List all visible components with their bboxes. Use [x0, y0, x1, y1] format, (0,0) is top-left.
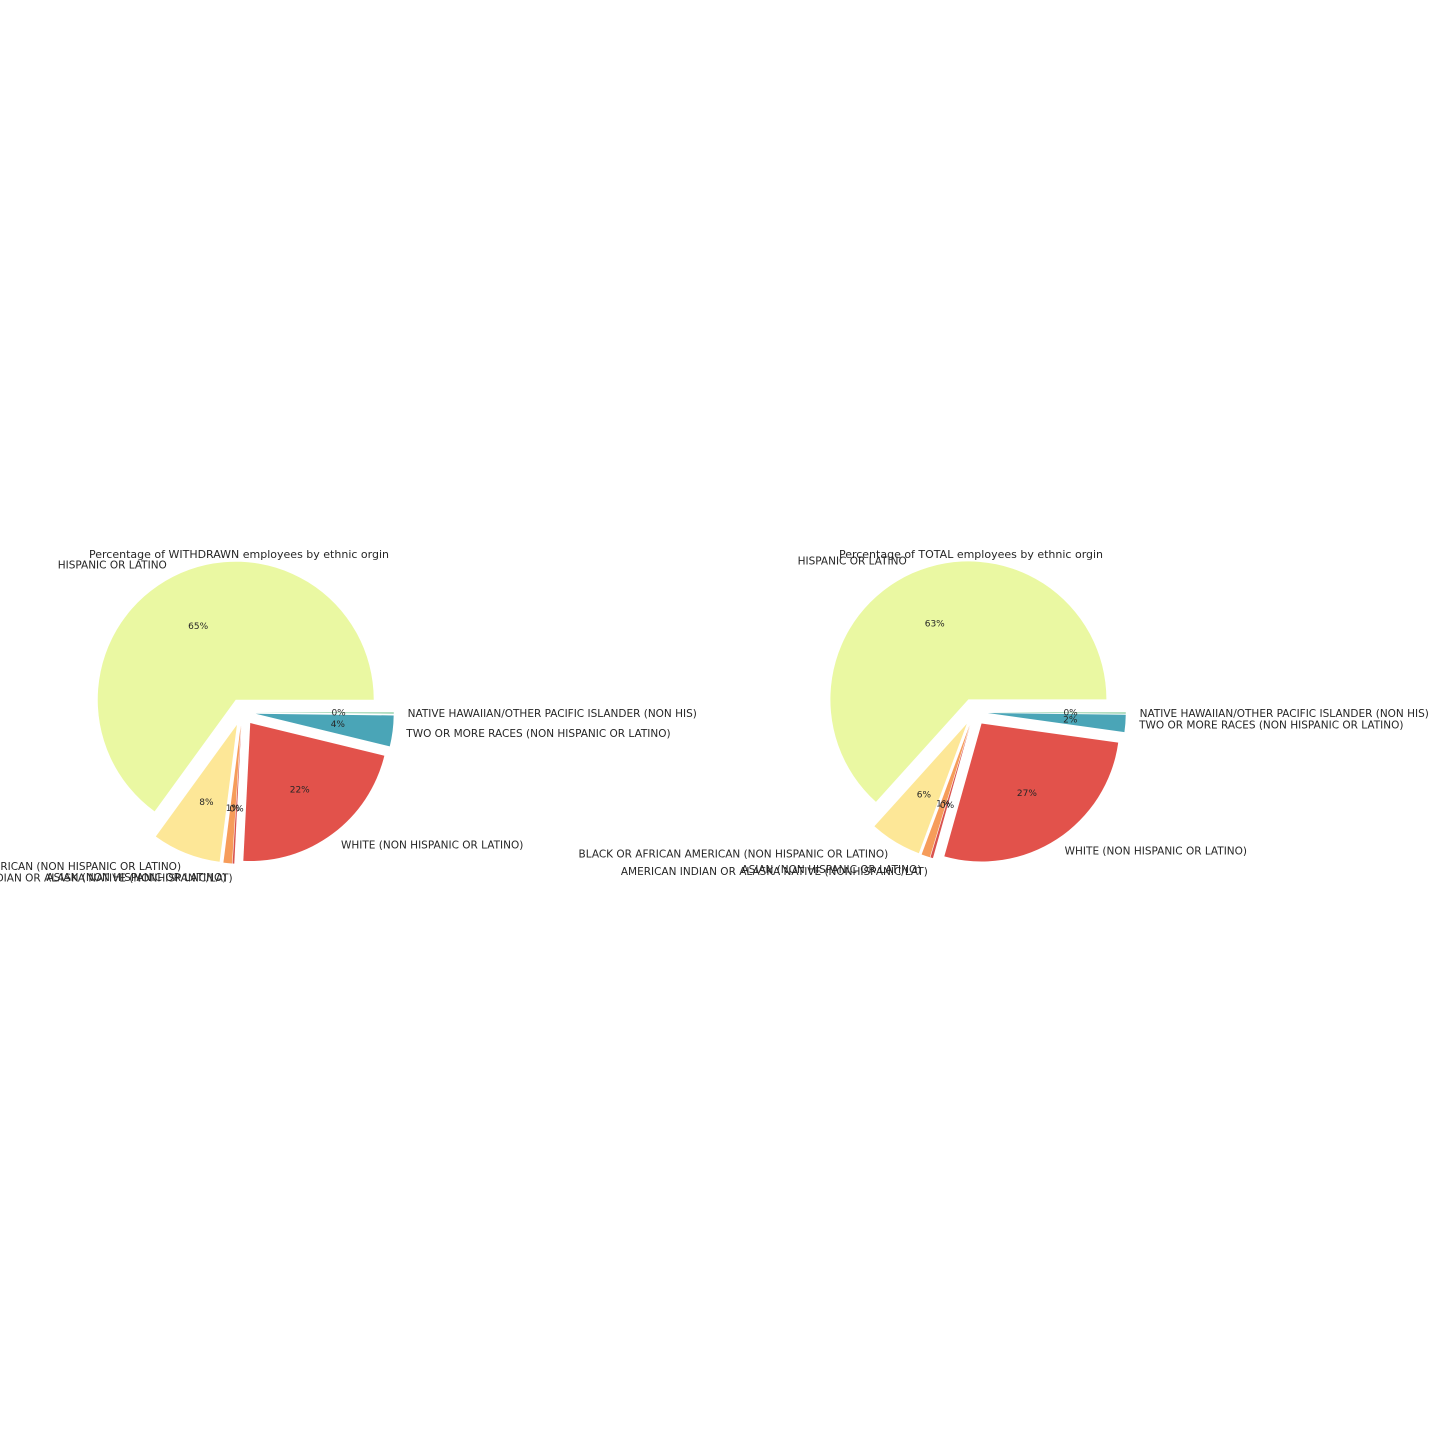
pct-label-withdrawn-asian-non-hispanic-or-latino: 1% [226, 804, 241, 814]
slice-label-total-asian-non-hispanic-or-latino: ASIAN (NON HISPANIC OR LATINO) [741, 864, 921, 876]
total-pie-chart: Percentage of TOTAL employees by ethnic … [579, 548, 1429, 878]
slice-label-total-two-or-more-races-non-hispanic-or-latino: TWO OR MORE RACES (NON HISPANIC OR LATIN… [1138, 720, 1403, 732]
slice-label-total-native-hawaiian-other-pacific-islander-non-his: NATIVE HAWAIIAN/OTHER PACIFIC ISLANDER (… [1140, 708, 1429, 720]
pct-label-withdrawn-native-hawaiian-other-pacific-islander-non-his: 0% [331, 709, 346, 719]
pct-label-total-black-or-african-american-non-hispanic-or-latino: 6% [917, 791, 932, 801]
pie-slice-withdrawn-black-or-african-american-non-hispanic-or-latino [155, 724, 237, 862]
pie-slice-withdrawn-native-hawaiian-other-pacific-islander-non-his [255, 712, 394, 714]
slice-label-withdrawn-white-non-hispanic-or-latino: WHITE (NON HISPANIC OR LATINO) [341, 840, 523, 852]
slice-label-total-black-or-african-american-non-hispanic-or-latino: BLACK OR AFRICAN AMERICAN (NON HISPANIC … [579, 849, 889, 861]
pie-slice-withdrawn-american-indian-or-alaska-native-nonhispanic-lat [232, 725, 242, 864]
pie-slice-total-black-or-african-american-non-hispanic-or-latino [874, 723, 967, 854]
chart-title-withdrawn: Percentage of WITHDRAWN employees by eth… [89, 548, 389, 561]
slice-label-withdrawn-black-or-african-american-non-hispanic-or-latino: BLACK OR AFRICAN AMERICAN (NON HISPANIC … [0, 861, 181, 873]
pie-slice-total-american-indian-or-alaska-native-nonhispanic-lat [930, 725, 971, 859]
pie-slice-total-asian-non-hispanic-or-latino [921, 725, 970, 858]
pct-label-withdrawn-american-indian-or-alaska-native-nonhispanic-lat: 0% [229, 804, 244, 814]
pct-label-withdrawn-black-or-african-american-non-hispanic-or-latino: 8% [199, 798, 214, 808]
pie-slice-total-native-hawaiian-other-pacific-islander-non-his [987, 712, 1126, 714]
slice-label-total-white-non-hispanic-or-latino: WHITE (NON HISPANIC OR LATINO) [1065, 846, 1247, 858]
pct-label-withdrawn-hispanic-or-latino: 65% [188, 622, 208, 632]
pie-slice-total-two-or-more-races-non-hispanic-or-latino [987, 713, 1126, 733]
chart-title-total: Percentage of TOTAL employees by ethnic … [839, 548, 1103, 561]
pct-label-total-native-hawaiian-other-pacific-islander-non-his: 0% [1063, 709, 1078, 719]
slice-label-total-american-indian-or-alaska-native-nonhispanic-lat: AMERICAN INDIAN OR ALASKA NATIVE (NONHIS… [621, 866, 928, 878]
pie-slice-withdrawn-asian-non-hispanic-or-latino [223, 725, 241, 864]
withdrawn-pie-chart: Percentage of WITHDRAWN employees by eth… [0, 548, 697, 884]
pct-label-total-two-or-more-races-non-hispanic-or-latino: 2% [1063, 715, 1078, 725]
pie-slice-total-white-non-hispanic-or-latino [944, 723, 1119, 862]
slice-label-withdrawn-american-indian-or-alaska-native-nonhispanic-lat: AMERICAN INDIAN OR ALASKA NATIVE (NONHIS… [0, 872, 233, 884]
pct-label-total-hispanic-or-latino: 63% [925, 620, 945, 630]
pct-label-withdrawn-white-non-hispanic-or-latino: 22% [290, 785, 310, 795]
slice-label-total-hispanic-or-latino: HISPANIC OR LATINO [798, 556, 907, 568]
pct-label-total-american-indian-or-alaska-native-nonhispanic-lat: 0% [940, 801, 955, 811]
slice-label-withdrawn-native-hawaiian-other-pacific-islander-non-his: NATIVE HAWAIIAN/OTHER PACIFIC ISLANDER (… [408, 708, 697, 720]
pie-slice-withdrawn-two-or-more-races-non-hispanic-or-latino [255, 713, 394, 747]
pct-label-withdrawn-two-or-more-races-non-hispanic-or-latino: 4% [331, 720, 346, 730]
slice-label-withdrawn-asian-non-hispanic-or-latino: ASIAN (NON HISPANIC OR LATINO) [46, 872, 226, 884]
pie-slice-total-hispanic-or-latino [830, 561, 1107, 802]
slice-label-withdrawn-hispanic-or-latino: HISPANIC OR LATINO [58, 559, 167, 571]
pie-slice-withdrawn-white-non-hispanic-or-latino [243, 723, 385, 862]
pct-label-total-asian-non-hispanic-or-latino: 1% [936, 800, 951, 810]
pie-slice-withdrawn-hispanic-or-latino [97, 561, 374, 812]
pct-label-total-white-non-hispanic-or-latino: 27% [1017, 789, 1037, 799]
slice-label-withdrawn-two-or-more-races-non-hispanic-or-latino: TWO OR MORE RACES (NON HISPANIC OR LATIN… [405, 728, 670, 740]
